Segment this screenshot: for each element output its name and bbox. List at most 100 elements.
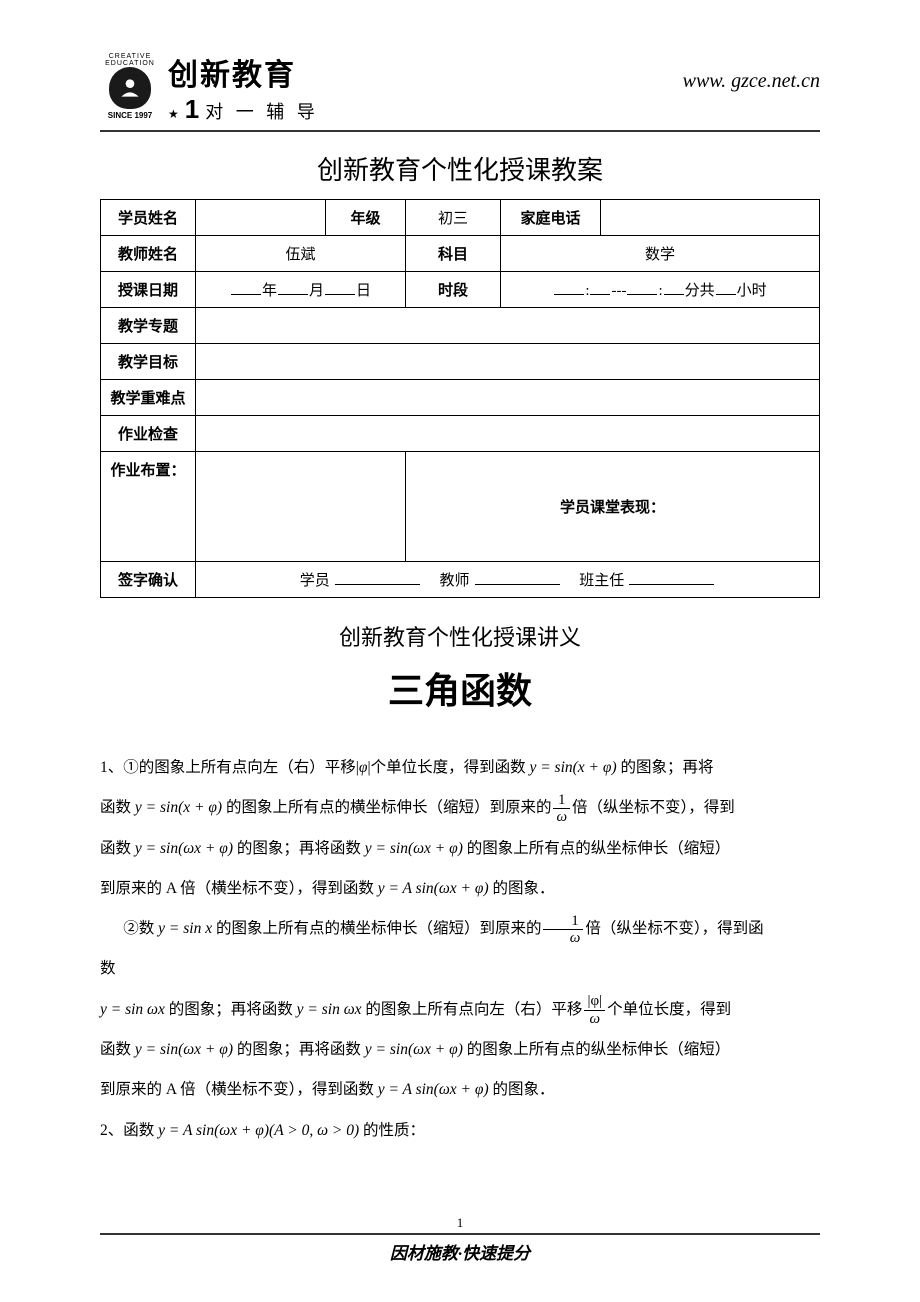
math-eq: y = sin(ωx + φ) <box>365 1041 463 1058</box>
value-goal <box>196 344 820 380</box>
paragraph: 数 <box>100 949 820 989</box>
label-signature: 签字确认 <box>101 562 196 598</box>
text: 到原来的 A 倍（横坐标不变），得到函数 <box>100 1081 378 1098</box>
label-subject: 科目 <box>406 236 501 272</box>
text: 2、函数 <box>100 1122 158 1139</box>
logo-shield-icon <box>109 67 151 109</box>
star-icon: ★ <box>168 107 183 122</box>
math-fraction: 1ω <box>553 792 570 826</box>
math-eq: y = sin ωx <box>100 1001 165 1018</box>
paragraph: 函数 y = sin(x + φ) 的图象上所有点的横坐标伸长（缩短）到原来的1… <box>100 788 820 828</box>
text: 的图象；再将函数 <box>233 840 365 857</box>
text: 的性质： <box>359 1122 425 1139</box>
footer-rule <box>100 1233 820 1235</box>
value-grade: 初三 <box>406 200 501 236</box>
table-row: 教师姓名 伍斌 科目 数学 <box>101 236 820 272</box>
label-hwcheck: 作业检查 <box>101 416 196 452</box>
table-row: 教学重难点 <box>101 380 820 416</box>
time-sep: --- <box>611 283 626 299</box>
table-row: 学员姓名 年级 初三 家庭电话 <box>101 200 820 236</box>
table-row: 教学目标 <box>101 344 820 380</box>
text: 个单位长度，得到 <box>607 1001 731 1018</box>
label-topic: 教学专题 <box>101 308 196 344</box>
math-eq: y = sin(ωx + φ) <box>135 1041 233 1058</box>
header-rule <box>100 130 820 132</box>
text: 倍（纵坐标不变），得到 <box>572 799 735 816</box>
value-teacher-name: 伍斌 <box>196 236 406 272</box>
label-student-name: 学员姓名 <box>101 200 196 236</box>
frac-num: 1 <box>543 913 583 931</box>
signature-row: 学员 教师 班主任 <box>196 562 820 598</box>
text: 的图象上所有点的横坐标伸长（缩短）到原来的 <box>212 920 541 937</box>
text: 的图象；再将函数 <box>165 1001 297 1018</box>
math-fraction: |φ|ω <box>584 993 605 1027</box>
text: 函数 <box>100 840 135 857</box>
math-eq: y = A sin(ωx + φ)(A > 0, ω > 0) <box>158 1122 359 1139</box>
label-timeslot: 时段 <box>406 272 501 308</box>
text: 的图象上所有点向左（右）平移 <box>362 1001 583 1018</box>
label-keypoints: 教学重难点 <box>101 380 196 416</box>
text: 个单位长度，得到函数 <box>371 759 530 776</box>
page-footer: 1 因材施教·快速提分 <box>100 1215 820 1264</box>
logo-brand: 创新教育 <box>168 50 319 94</box>
frac-den: ω <box>543 930 583 947</box>
subtitle: 创新教育个性化授课讲义 <box>100 620 820 652</box>
value-subject: 数学 <box>501 236 820 272</box>
value-hwcheck <box>196 416 820 452</box>
logo-tagline: ★ 1 对 一 辅 导 <box>168 94 319 125</box>
main-title: 创新教育个性化授课教案 <box>100 150 820 187</box>
page-header: CREATIVE EDUCATION SINCE 1997 创新教育 ★ 1 对… <box>100 50 820 125</box>
unit-hours: 小时 <box>737 283 767 299</box>
math-eq: y = sin ωx <box>297 1001 362 1018</box>
label-phone: 家庭电话 <box>501 200 601 236</box>
label-goal: 教学目标 <box>101 344 196 380</box>
value-timeslot: :---:分共小时 <box>501 272 820 308</box>
value-student-name <box>196 200 326 236</box>
paragraph: 到原来的 A 倍（横坐标不变），得到函数 y = A sin(ωx + φ) 的… <box>100 869 820 909</box>
value-hwassign <box>196 452 406 562</box>
text: 的图象上所有点的纵坐标伸长（缩短） <box>463 1041 730 1058</box>
math-abs-phi: |φ| <box>356 759 371 776</box>
logo-badge: CREATIVE EDUCATION SINCE 1997 <box>100 53 160 123</box>
paragraph: 函数 y = sin(ωx + φ) 的图象；再将函数 y = sin(ωx +… <box>100 829 820 869</box>
value-performance: 学员课堂表现： <box>406 452 820 562</box>
label-performance: 学员课堂表现： <box>560 500 665 516</box>
page-number: 1 <box>100 1215 820 1231</box>
unit-month: 月 <box>309 283 324 299</box>
label-grade: 年级 <box>326 200 406 236</box>
math-eq: y = sin x <box>158 920 212 937</box>
text: 倍（纵坐标不变），得到函 <box>585 920 763 937</box>
frac-num: |φ| <box>584 993 605 1011</box>
label-hwassign: 作业布置： <box>101 452 196 562</box>
text: 的图象上所有点的纵坐标伸长（缩短） <box>463 840 730 857</box>
unit-day: 日 <box>356 283 371 299</box>
sig-teacher: 教师 <box>439 573 469 589</box>
logo-since: SINCE 1997 <box>100 111 160 120</box>
math-eq: y = A sin(ωx + φ) <box>378 1081 489 1098</box>
paragraph: 2、函数 y = A sin(ωx + φ)(A > 0, ω > 0) 的性质… <box>100 1111 820 1151</box>
paragraph: 函数 y = sin(ωx + φ) 的图象；再将函数 y = sin(ωx +… <box>100 1030 820 1070</box>
tagline-one: 1 <box>185 94 203 125</box>
paragraph: 到原来的 A 倍（横坐标不变），得到函数 y = A sin(ωx + φ) 的… <box>100 1070 820 1110</box>
paragraph: ②数 y = sin x 的图象上所有点的横坐标伸长（缩短）到原来的1ω倍（纵坐… <box>100 909 820 949</box>
table-row: 作业检查 <box>101 416 820 452</box>
text: 的图象． <box>489 1081 555 1098</box>
label-teacher-name: 教师姓名 <box>101 236 196 272</box>
text: 到原来的 A 倍（横坐标不变），得到函数 <box>100 880 378 897</box>
lesson-form-table: 学员姓名 年级 初三 家庭电话 教师姓名 伍斌 科目 数学 授课日期 年月日 时… <box>100 199 820 598</box>
math-eq: y = sin(ωx + φ) <box>135 840 233 857</box>
logo-arc-text: CREATIVE EDUCATION <box>100 53 160 67</box>
math-fraction: 1ω <box>543 913 583 947</box>
footer-motto: 因材施教·快速提分 <box>100 1239 820 1264</box>
sig-student: 学员 <box>300 573 330 589</box>
unit-year: 年 <box>262 283 277 299</box>
table-row: 教学专题 <box>101 308 820 344</box>
text: 的图象；再将 <box>617 759 714 776</box>
math-eq: y = sin(x + φ) <box>529 759 616 776</box>
logo-block: CREATIVE EDUCATION SINCE 1997 创新教育 ★ 1 对… <box>100 50 319 125</box>
table-row: 签字确认 学员 教师 班主任 <box>101 562 820 598</box>
text: 的图象． <box>489 880 555 897</box>
math-eq: y = sin(ωx + φ) <box>365 840 463 857</box>
value-topic <box>196 308 820 344</box>
paragraph: y = sin ωx 的图象；再将函数 y = sin ωx 的图象上所有点向左… <box>100 990 820 1030</box>
